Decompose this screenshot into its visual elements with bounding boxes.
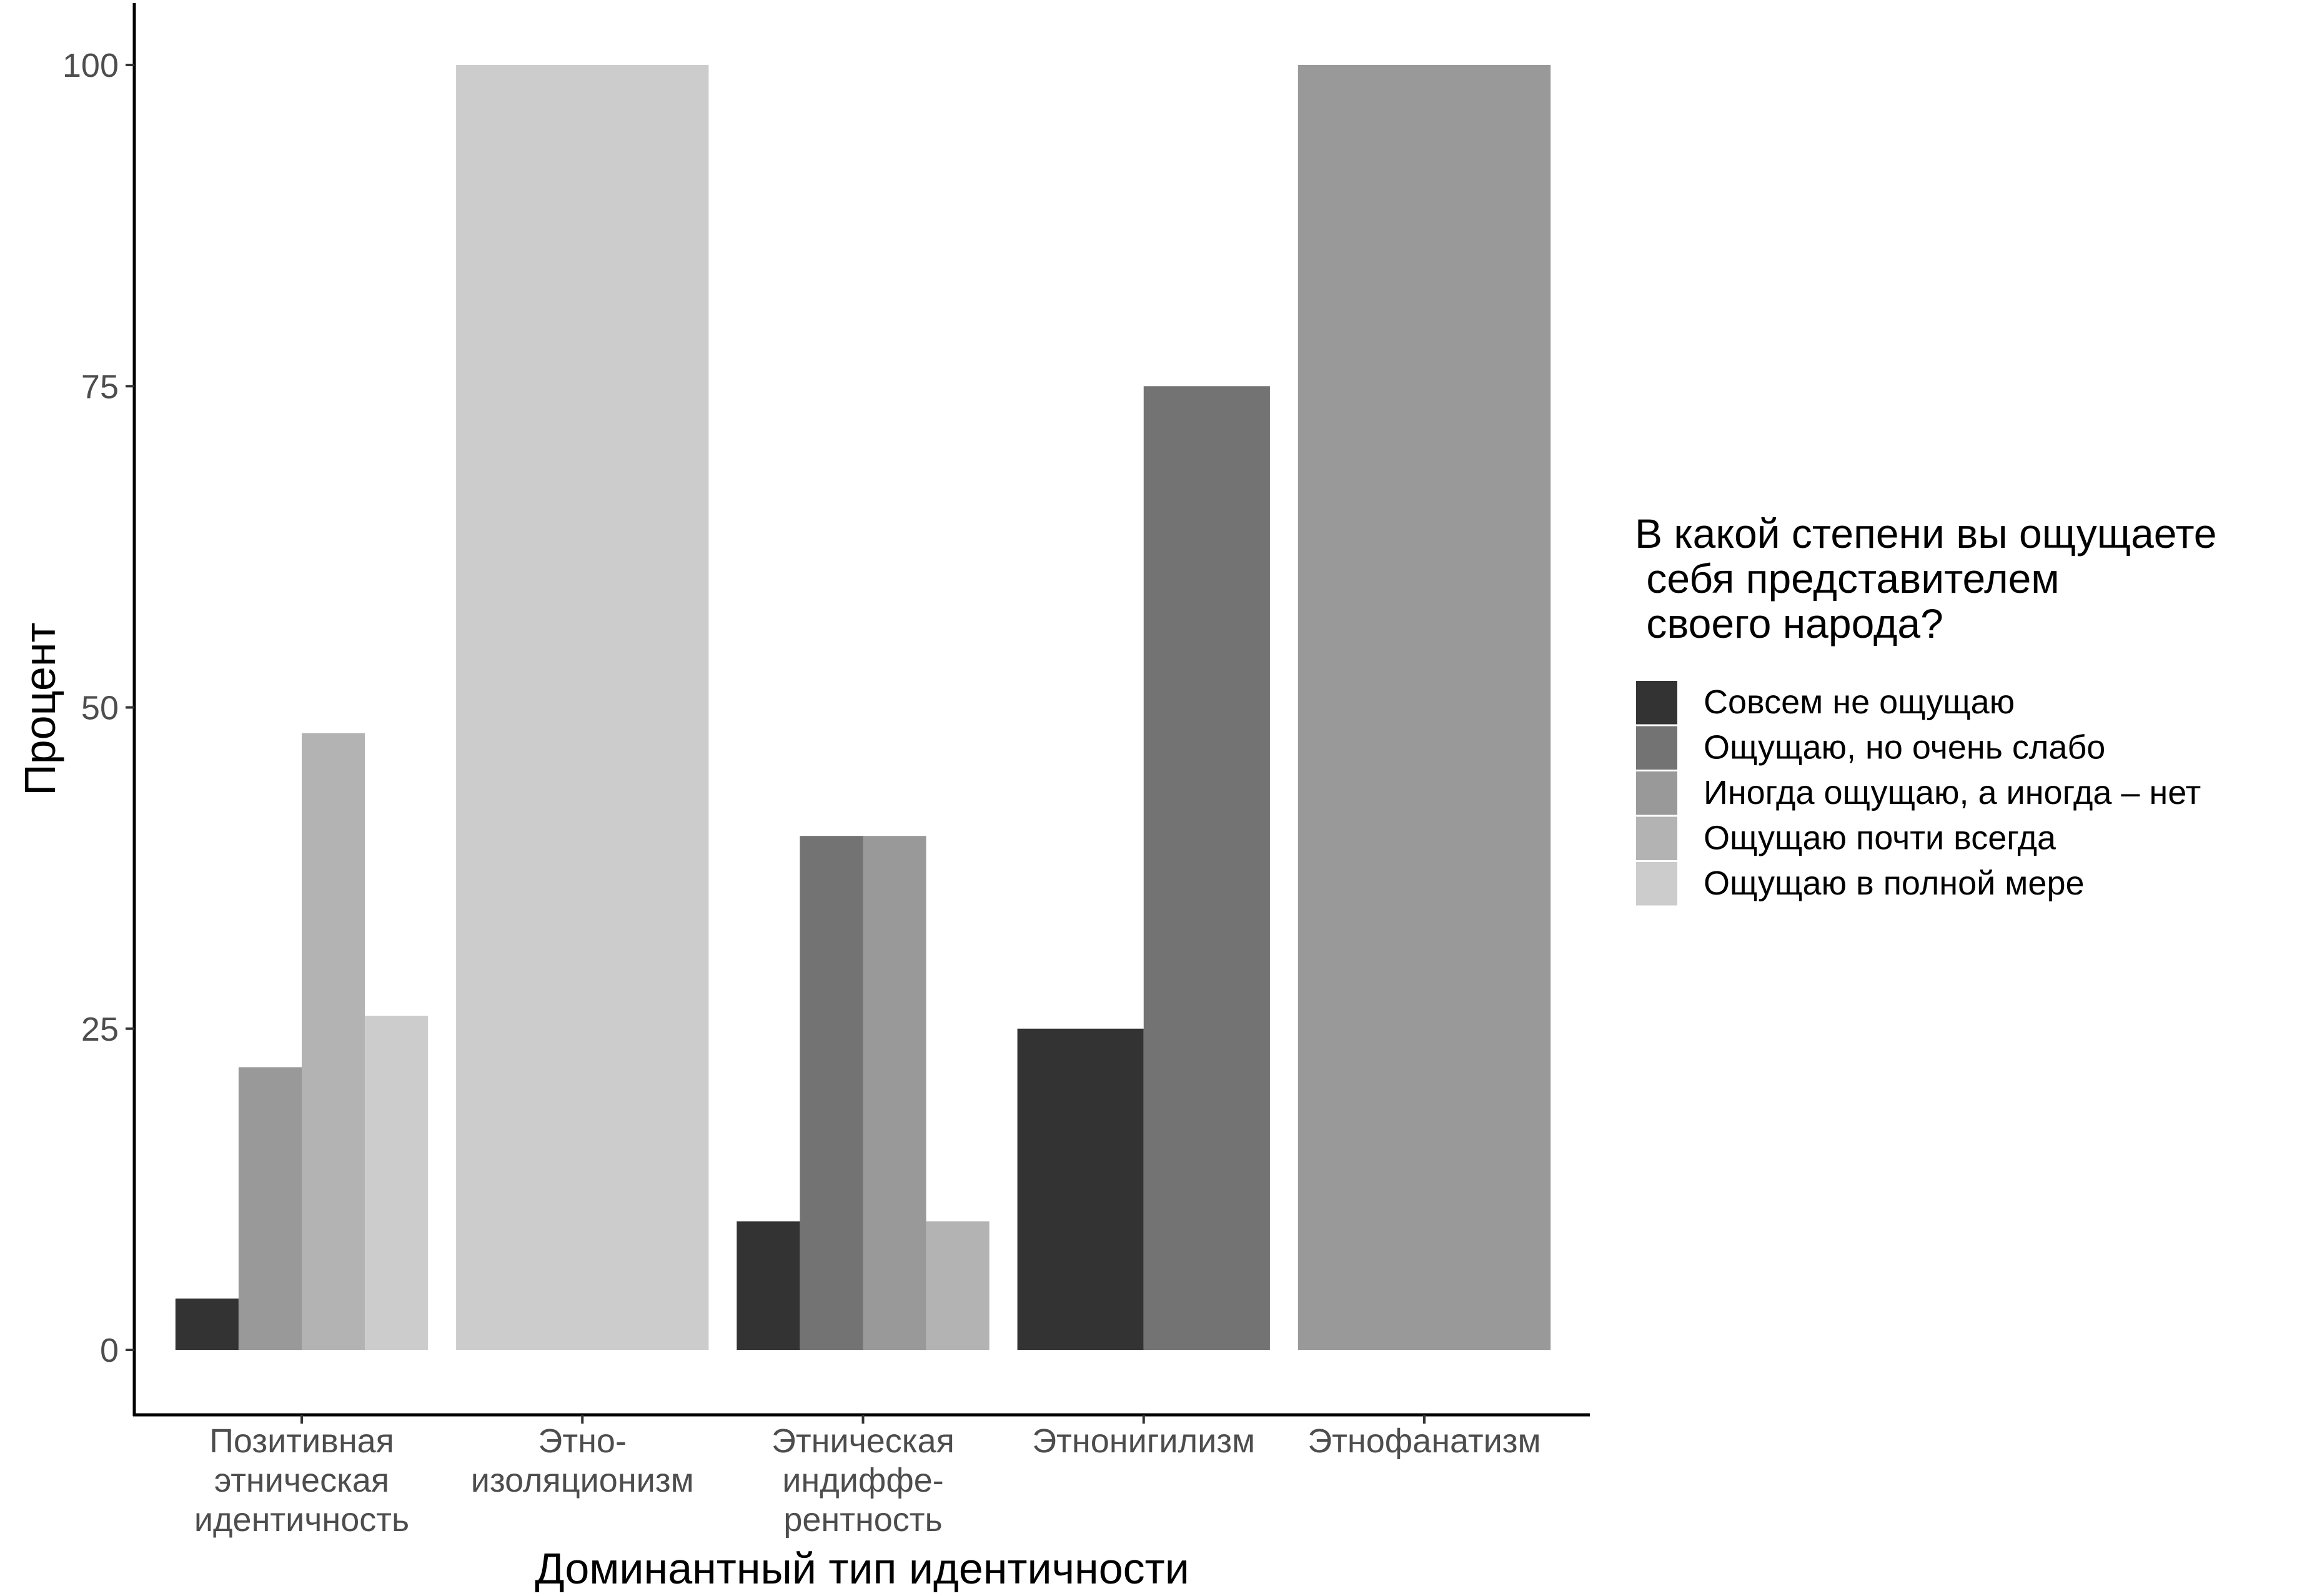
legend-swatch: [1636, 681, 1677, 725]
bar-0-series-4: [365, 1016, 429, 1350]
y-axis-title: Процент: [16, 622, 64, 795]
bar-4-series-2: [1297, 65, 1551, 1350]
y-ticks: 0 25 50 75 100: [62, 47, 134, 1369]
x-tick-label: Позитивная этническая идентичность: [194, 1422, 409, 1539]
x-tick-label: Этническая индиффе-рентность: [772, 1422, 955, 1539]
legend-label: Ощущаю почти всегда: [1704, 820, 2057, 857]
bar-3-series-0: [1017, 1028, 1144, 1350]
bar-2-series-0: [737, 1221, 800, 1350]
y-tick-label: 75: [81, 368, 119, 405]
bar-0-series-0: [175, 1298, 239, 1350]
bar-2-series-2: [863, 836, 926, 1350]
legend-title: В какой степени вы ощущаете себя предста…: [1635, 510, 2217, 647]
bar-0-series-2: [238, 1067, 302, 1350]
x-ticks: Позитивная этническая идентичность Этно-изо…: [194, 1415, 1541, 1539]
legend-swatch: [1636, 816, 1677, 860]
legend-swatch: [1636, 726, 1677, 770]
legend-label: Иногда ощущаю, а иногда – нет: [1704, 774, 2201, 811]
bar-2-series-1: [800, 836, 863, 1350]
y-tick-label: 25: [81, 1011, 119, 1048]
legend-label: Ощущаю в полной мере: [1704, 865, 2085, 902]
y-tick-label: 50: [81, 690, 119, 727]
x-tick-label: Этнонигилизм: [1032, 1422, 1255, 1460]
bar-0-series-3: [302, 733, 365, 1350]
bar-3-series-1: [1143, 386, 1270, 1350]
x-tick-label: Этно-изоляционизм: [471, 1422, 694, 1499]
legend-swatch: [1636, 862, 1677, 906]
x-axis-title: Доминантный тип идентичности: [535, 1544, 1189, 1593]
x-tick-label: Этнофанатизм: [1307, 1422, 1541, 1460]
legend: В какой степени вы ощущаете себя предста…: [1635, 510, 2217, 906]
bars-layer: [175, 65, 1551, 1350]
legend-swatch: [1636, 771, 1677, 815]
bar-1-series-4: [456, 65, 709, 1350]
bar-2-series-3: [926, 1221, 990, 1350]
legend-label: Ощущаю, но очень слабо: [1704, 729, 2105, 766]
y-tick-label: 100: [62, 47, 119, 84]
y-tick-label: 0: [100, 1332, 119, 1369]
legend-label: Совсем не ощущаю: [1704, 683, 2015, 721]
